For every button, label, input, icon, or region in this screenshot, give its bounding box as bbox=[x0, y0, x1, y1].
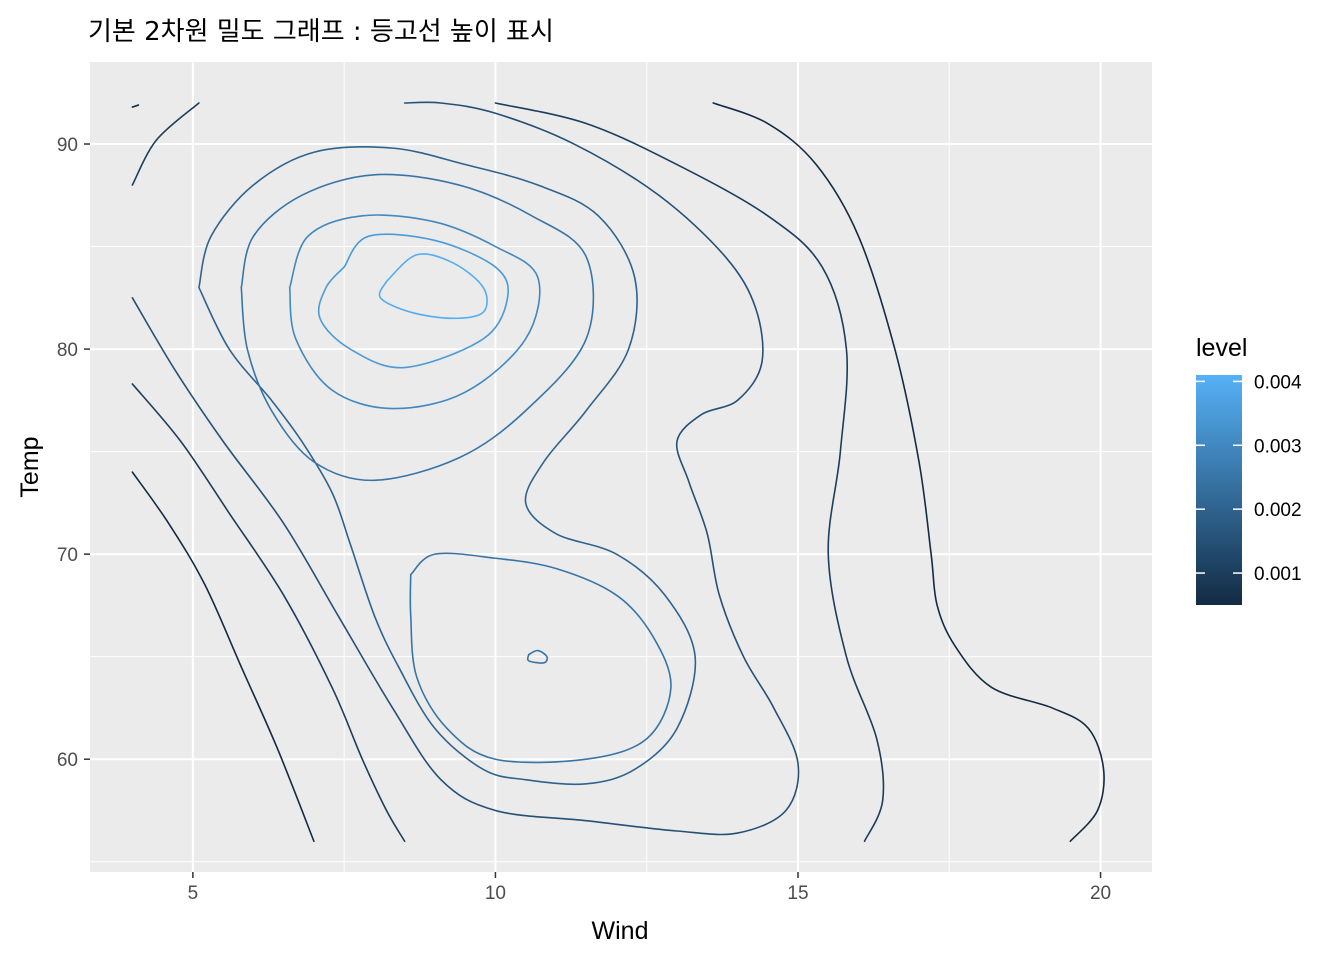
contour-lines bbox=[131, 101, 1105, 843]
x-tick-label: 20 bbox=[1090, 883, 1111, 904]
y-axis-title: Temp bbox=[16, 436, 44, 497]
legend-label: 0.002 bbox=[1254, 500, 1302, 521]
contour-line bbox=[378, 253, 488, 320]
contour-line bbox=[131, 471, 315, 843]
contour-line bbox=[409, 552, 672, 764]
contour-line bbox=[526, 649, 549, 664]
contour-line bbox=[288, 214, 541, 410]
x-tick-label: 15 bbox=[787, 883, 808, 904]
axes: 5 10 15 20 60 70 80 90 bbox=[57, 135, 1111, 904]
plot-panel bbox=[90, 62, 1152, 872]
chart-title: 기본 2차원 밀도 그래프 : 등고선 높이 표시 bbox=[88, 17, 554, 47]
contour-line bbox=[494, 102, 885, 843]
y-tick-label: 70 bbox=[57, 545, 78, 566]
x-axis-title: Wind bbox=[592, 917, 649, 945]
y-tick-label: 60 bbox=[57, 750, 78, 771]
legend-ticks: 0.001 0.002 0.003 0.004 bbox=[1196, 372, 1302, 585]
contour-line bbox=[131, 383, 406, 843]
contour-line bbox=[131, 101, 800, 836]
legend-label: 0.003 bbox=[1254, 436, 1302, 457]
y-tick-label: 90 bbox=[57, 135, 78, 156]
x-tick-label: 10 bbox=[485, 883, 506, 904]
contour-line bbox=[240, 173, 595, 482]
legend-title: level bbox=[1196, 334, 1247, 362]
contour-line bbox=[317, 233, 510, 369]
contour-line bbox=[198, 146, 697, 786]
legend-colorbar bbox=[1196, 375, 1242, 605]
y-tick-label: 80 bbox=[57, 340, 78, 361]
x-tick-label: 5 bbox=[188, 883, 199, 904]
legend-label: 0.001 bbox=[1254, 564, 1302, 585]
contour-line bbox=[712, 102, 1105, 843]
contour-line bbox=[131, 102, 200, 186]
legend-label: 0.004 bbox=[1254, 372, 1302, 393]
legend: level 0.001 0.002 0.003 0.004 bbox=[1196, 334, 1302, 605]
grid bbox=[90, 62, 1152, 872]
contour-line bbox=[131, 104, 140, 108]
